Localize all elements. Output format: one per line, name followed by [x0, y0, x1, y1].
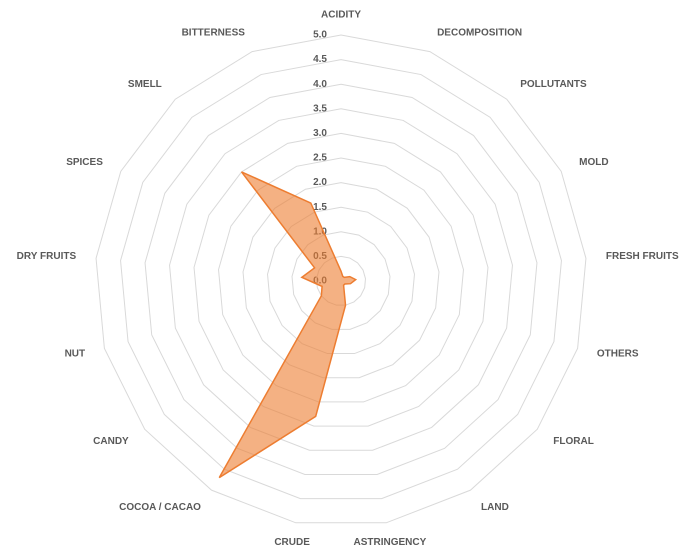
category-label: ASTRINGENCY — [353, 537, 426, 548]
category-label: FRESH FRUITS — [606, 251, 679, 262]
y-tick-label: 2.0 — [313, 177, 327, 188]
grid-ring — [144, 83, 538, 475]
grid-ring — [169, 108, 513, 451]
category-label: SPICES — [66, 157, 103, 168]
category-label: COCOA / CACAO — [119, 502, 201, 513]
category-label: CRUDE — [274, 537, 310, 548]
category-label: SMELL — [128, 79, 162, 90]
category-label: LAND — [481, 502, 509, 513]
grid-ring — [95, 34, 587, 524]
category-label: ACIDITY — [321, 10, 361, 21]
grid-ring — [218, 157, 464, 403]
category-label: DECOMPOSITION — [437, 28, 522, 39]
grid-ring — [291, 231, 391, 330]
series-area — [218, 171, 358, 479]
grid-ring — [120, 59, 562, 500]
category-label: BITTERNESS — [182, 28, 246, 39]
y-tick-label: 3.5 — [313, 103, 327, 114]
y-tick-label: 4.5 — [313, 54, 327, 65]
category-label: CANDY — [93, 436, 129, 447]
y-tick-label: 2.5 — [313, 153, 327, 164]
category-label: DRY FRUITS — [17, 251, 77, 262]
category-label: POLLUTANTS — [520, 79, 587, 90]
grid-ring — [267, 206, 415, 355]
category-label: OTHERS — [597, 348, 639, 359]
category-label: FLORAL — [553, 436, 594, 447]
category-label: MOLD — [579, 157, 608, 168]
grid-ring — [242, 182, 440, 379]
y-tick-label: 3.0 — [313, 128, 327, 139]
y-tick-label: 1.5 — [313, 202, 327, 213]
y-tick-label: 5.0 — [313, 30, 327, 41]
y-tick-label: 4.0 — [313, 79, 327, 90]
category-label: NUT — [65, 348, 86, 359]
grid-ring — [193, 132, 489, 427]
